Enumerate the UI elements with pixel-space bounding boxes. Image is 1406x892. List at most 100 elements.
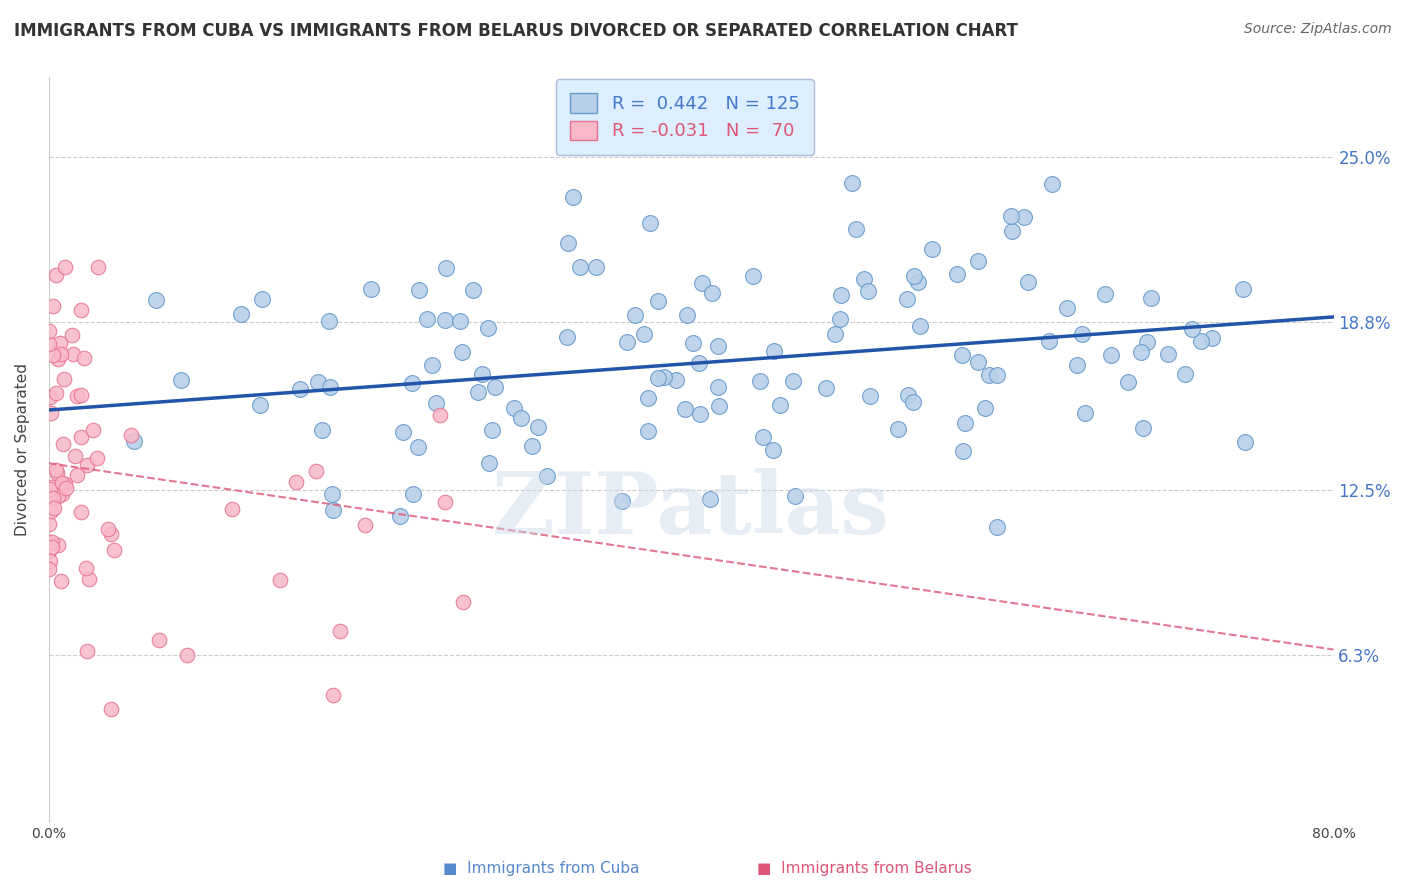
Point [526,420,548,434]
Point [39,534,62,549]
Point [103,543,125,558]
Point [637,424,659,438]
Point [1181,322,1204,336]
Point [640,216,662,230]
Point [652,369,675,384]
Point [76,644,98,658]
Point [321,487,343,501]
Point [322,688,344,702]
Point [433,313,456,327]
Point [824,326,846,341]
Point [434,260,457,275]
Point [46,351,69,366]
Point [1001,224,1024,238]
Point [429,409,451,423]
Point [319,380,342,394]
Point [967,254,990,268]
Point [689,407,711,421]
Point [699,491,721,506]
Point [52,437,75,451]
Point [751,429,773,443]
Point [637,391,659,405]
Point [41,534,63,549]
Point [42,348,65,362]
Point [858,389,880,403]
Point [903,268,925,283]
Point [610,493,633,508]
Point [1232,282,1254,296]
Point [44,500,66,515]
Point [647,371,669,385]
Point [66,389,89,403]
Point [585,260,607,274]
Point [45,386,67,401]
Point [391,425,413,440]
Point [953,417,976,431]
Point [665,373,688,387]
Point [1038,334,1060,348]
Point [896,293,918,307]
Point [502,401,524,415]
Point [408,283,430,297]
Point [38,391,60,405]
Text: Source: ZipAtlas.com: Source: ZipAtlas.com [1244,22,1392,37]
Point [70,303,93,318]
Point [467,385,489,400]
Point [967,355,990,369]
Point [1116,375,1139,389]
Point [401,376,423,390]
Point [1071,327,1094,342]
Point [463,284,485,298]
Point [1201,331,1223,345]
Point [1094,287,1116,301]
Point [416,312,439,326]
Point [977,368,1000,382]
Point [53,477,76,491]
Point [100,702,122,716]
Point [633,327,655,342]
Point [763,344,786,359]
Point [269,573,291,587]
Point [39,482,62,496]
Point [49,336,72,351]
Point [702,285,724,300]
Point [46,489,69,503]
Point [39,406,62,420]
Point [73,351,96,365]
Point [1000,209,1022,223]
Point [1130,345,1153,359]
Point [477,321,499,335]
Text: ■  Immigrants from Belarus: ■ Immigrants from Belarus [758,861,972,876]
Point [176,648,198,662]
Point [814,381,837,395]
Point [478,457,501,471]
Point [318,314,340,328]
Point [481,423,503,437]
Point [682,336,704,351]
Point [42,491,65,506]
Point [39,504,62,518]
Point [562,189,585,203]
Point [707,399,730,413]
Point [921,243,943,257]
Point [616,335,638,350]
Point [70,505,93,519]
Point [41,540,63,554]
Point [887,422,910,436]
Point [1017,275,1039,289]
Point [55,481,77,495]
Point [307,376,329,390]
Point [856,285,879,299]
Point [170,373,193,387]
Point [897,388,920,402]
Point [830,288,852,302]
Point [360,282,382,296]
Point [1040,178,1063,192]
Point [1157,346,1180,360]
Point [45,268,67,282]
Point [907,275,929,289]
Point [76,458,98,473]
Point [305,464,328,478]
Point [86,451,108,466]
Point [62,347,84,361]
